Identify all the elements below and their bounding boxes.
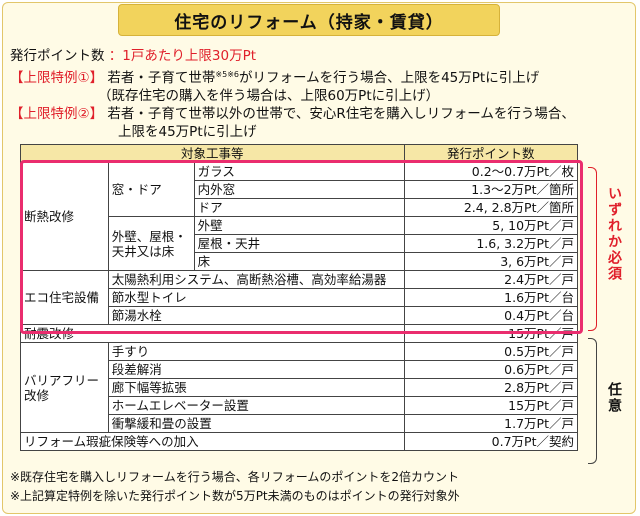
glass-cell: ガラス (193, 162, 405, 181)
roof-points: 1.6, 3.2万Pt／戸 (403, 234, 579, 253)
special2-line2: 上限を45万Ptに引上げ (118, 124, 257, 140)
required-label: いずれか必須 (606, 186, 622, 282)
special1-tag: 【上限特例①】 (10, 70, 104, 86)
inner-window-cell: 内外窓 (193, 180, 405, 199)
table-row: 廊下幅等拡張 2.8万Pt／戸 (21, 378, 579, 397)
roof-cell: 屋根・天井 (193, 234, 405, 253)
points-line: 発行ポイント数 ：1戸あたり上限30万Pt (10, 44, 256, 64)
inner-window-points: 1.3～2万Pt／箇所 (403, 180, 579, 199)
header-work: 対象工事等 (20, 144, 405, 163)
note-1: ※既存住宅を購入しリフォームを行う場合、各リフォームのポイントを2倍カウント (10, 470, 459, 484)
wall-cell: 外壁 (193, 216, 405, 235)
floor-cell: 床 (193, 252, 405, 271)
barrier-cell: バリアフリー改修 (20, 342, 109, 433)
special1-text-a: 若者・子育て世帯 (107, 70, 216, 86)
door-cell: ドア (193, 198, 405, 217)
required-bracket (588, 167, 597, 331)
faucet-points: 0.4万Pt／台 (403, 306, 579, 325)
solar-cell: 太陽熱利用システム、高断熱浴槽、高効率給湯器 (107, 270, 405, 289)
note-2: ※上記算定特例を除いた発行ポイント数が5万Pt未満のものはポイントの発行対象外 (10, 489, 460, 503)
window-door-cell: 窓・ドア (107, 162, 195, 217)
tatami-cell: 衝撃緩和畳の設置 (107, 414, 405, 433)
table-row: 断熱改修 窓・ドア ガラス 0.2～0.7万Pt／枚 (20, 162, 579, 271)
handrail-points: 0.5万Pt／戸 (403, 342, 579, 361)
solar-points: 2.4万Pt／戸 (403, 270, 579, 289)
insurance-points: 0.7万Pt／契約 (403, 432, 579, 451)
special1-line2: （既存住宅の購入を伴う場合は、上限60万Ptに引上げ） (98, 88, 440, 104)
step-cell: 段差解消 (107, 360, 405, 379)
special2-line: 【上限特例②】 若者・子育て世帯以外の世帯で、安心R住宅を購入しリフォームを行う… (10, 102, 575, 122)
insurance-cell: リフォーム瑕疵保険等への加入 (20, 432, 405, 451)
floor-points: 3, 6万Pt／戸 (403, 252, 579, 271)
special1-text-b: がリフォームを行う場合、上限を45万Ptに引上げ (239, 70, 540, 86)
optional-label: 任意 (606, 382, 622, 414)
door-points: 2.4, 2.8万Pt／箇所 (403, 198, 579, 217)
table-row: バリアフリー改修 手すり 0.5万Pt／戸 (20, 342, 579, 433)
elevator-cell: ホームエレベーター設置 (107, 396, 405, 415)
special2-text: 若者・子育て世帯以外の世帯で、安心R住宅を購入しリフォームを行う場合、 (107, 106, 575, 122)
handrail-cell: 手すり (107, 342, 405, 361)
tatami-points: 1.7万Pt／戸 (403, 414, 579, 433)
table-row: ホームエレベーター設置 15万Pt／戸 (21, 396, 579, 415)
table-row: 衝撃緩和畳の設置 1.7万Pt／戸 (21, 414, 579, 433)
table-row: 節水型トイレ 1.6万Pt／台 (21, 288, 579, 307)
wall-points: 5, 10万Pt／戸 (403, 216, 579, 235)
faucet-cell: 節湯水栓 (107, 306, 405, 325)
elevator-points: 15万Pt／戸 (403, 396, 579, 415)
optional-bracket (588, 338, 597, 464)
header-points: 発行ポイント数 (403, 144, 579, 163)
table-row: 節湯水栓 0.4万Pt／台 (21, 306, 579, 325)
table-header-row: 対象工事等 発行ポイント数 (20, 144, 579, 163)
corridor-points: 2.8万Pt／戸 (403, 378, 579, 397)
eco-cell: エコ住宅設備 (20, 270, 109, 325)
table-row: ドア 2.4, 2.8万Pt／箇所 (21, 198, 579, 217)
table-row: エコ住宅設備 太陽熱利用システム、高断熱浴槽、高効率給湯器 2.4万Pt／戸 (20, 270, 579, 325)
page-title: 住宅のリフォーム（持家・賃貸） (118, 4, 500, 36)
toilet-cell: 節水型トイレ (107, 288, 405, 307)
special1-line: 【上限特例①】 若者・子育て世帯※5※6がリフォームを行う場合、上限を45万Pt… (10, 66, 539, 86)
insulation-cell: 断熱改修 (20, 162, 109, 271)
corridor-cell: 廊下幅等拡張 (107, 378, 405, 397)
points-value: ：1戸あたり上限30万Pt (108, 48, 256, 64)
points-table: 対象工事等 発行ポイント数 断熱改修 窓・ドア ガラス 0.2～0.7万Pt／枚… (20, 144, 579, 451)
special2-tag: 【上限特例②】 (10, 106, 104, 122)
glass-points: 0.2～0.7万Pt／枚 (403, 162, 579, 181)
wall-group-cell: 外壁、屋根・天井又は床 (107, 216, 195, 271)
table-row: 耐震改修 15万Pt／戸 (20, 324, 579, 343)
table-row: リフォーム瑕疵保険等への加入 0.7万Pt／契約 (20, 432, 579, 451)
seismic-points: 15万Pt／戸 (403, 324, 579, 343)
toilet-points: 1.6万Pt／台 (403, 288, 579, 307)
points-label: 発行ポイント数 (10, 48, 105, 64)
special1-sup: ※5※6 (215, 70, 239, 79)
step-points: 0.6万Pt／戸 (403, 360, 579, 379)
seismic-cell: 耐震改修 (20, 324, 405, 343)
